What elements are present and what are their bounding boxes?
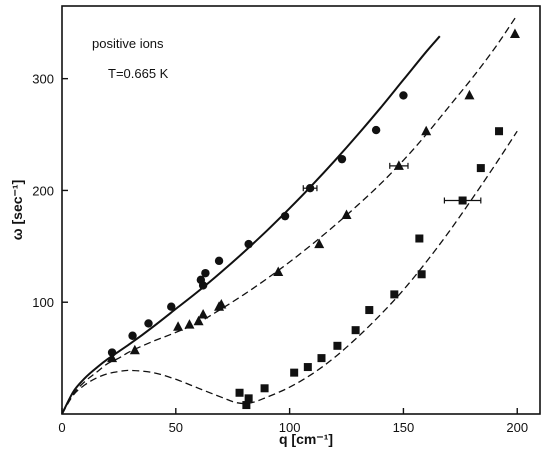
square-point bbox=[290, 368, 299, 377]
circle-point bbox=[128, 331, 137, 340]
y-tick-label: 100 bbox=[32, 295, 54, 310]
square-point bbox=[417, 270, 426, 279]
triangle-point bbox=[216, 298, 227, 309]
triangle-point bbox=[393, 160, 404, 170]
square-point bbox=[244, 394, 253, 403]
circle-point bbox=[214, 256, 224, 266]
circle-point bbox=[305, 184, 315, 193]
triangle-point bbox=[129, 344, 140, 355]
y-axis-label: ω [sec⁻¹] bbox=[9, 180, 25, 240]
triangle-point bbox=[341, 209, 352, 220]
x-tick-label: 0 bbox=[58, 420, 65, 435]
circle-point bbox=[201, 268, 210, 278]
square-point bbox=[303, 363, 312, 372]
x-tick-label: 150 bbox=[393, 420, 415, 435]
square-series-curve bbox=[61, 130, 518, 415]
triangle-point bbox=[193, 315, 204, 326]
x-axis-label: q [cm⁻¹] bbox=[279, 431, 333, 447]
triangle-point bbox=[464, 89, 475, 100]
square-point bbox=[390, 290, 399, 299]
square-point bbox=[260, 384, 269, 393]
circle-point bbox=[198, 281, 208, 290]
square-point bbox=[317, 354, 326, 363]
square-point bbox=[415, 234, 424, 243]
square-point bbox=[476, 164, 485, 173]
square-point bbox=[495, 127, 504, 136]
square-point bbox=[365, 306, 374, 315]
circle-point bbox=[399, 91, 408, 100]
square-point bbox=[351, 326, 360, 335]
square-point bbox=[333, 341, 342, 350]
circle-point bbox=[244, 239, 253, 249]
triangle-point bbox=[107, 352, 118, 363]
triangle-point bbox=[509, 28, 520, 38]
square-point bbox=[242, 401, 251, 410]
circle-point bbox=[280, 211, 290, 221]
square-point bbox=[458, 196, 467, 205]
circle-point bbox=[337, 154, 347, 164]
axis-ticks: 0 50 100 150 200 100 200 300 bbox=[32, 72, 528, 435]
triangle-point bbox=[184, 319, 195, 329]
circle-point bbox=[167, 302, 176, 311]
triangle-point bbox=[173, 321, 184, 331]
plot-frame bbox=[61, 5, 541, 415]
x-tick-label: 200 bbox=[506, 420, 528, 435]
triangle-point bbox=[421, 125, 432, 136]
circle-point bbox=[371, 125, 381, 135]
circle-series-curve bbox=[61, 35, 441, 415]
y-tick-label: 200 bbox=[32, 183, 54, 198]
triangle-point bbox=[273, 266, 284, 277]
annotation-title: positive ions bbox=[92, 36, 164, 51]
circle-point bbox=[107, 348, 117, 357]
data-points bbox=[107, 28, 520, 410]
annotation-temperature: T=0.665 K bbox=[108, 66, 169, 81]
triangle-point bbox=[198, 309, 209, 319]
triangle-point bbox=[314, 238, 325, 249]
x-tick-label: 50 bbox=[169, 420, 183, 435]
circle-point bbox=[144, 319, 153, 328]
x-tick-label: 100 bbox=[279, 420, 301, 435]
square-point bbox=[235, 388, 244, 397]
y-tick-label: 300 bbox=[32, 72, 54, 87]
error-bars bbox=[302, 162, 482, 204]
